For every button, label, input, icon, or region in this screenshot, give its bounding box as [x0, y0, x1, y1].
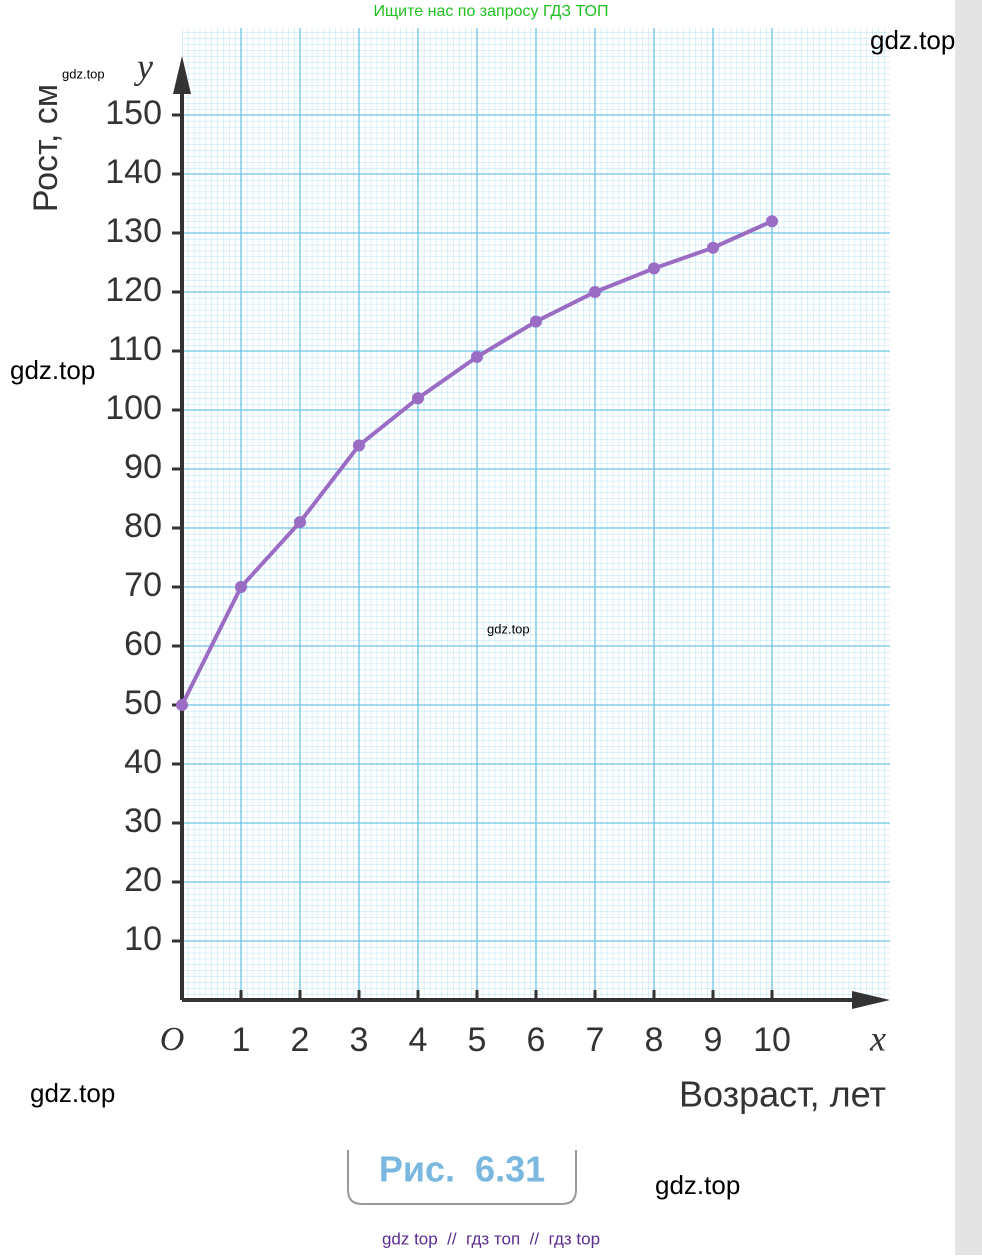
x-tick-label: 1 — [232, 1021, 251, 1059]
data-point — [471, 350, 483, 363]
y-axis-title: Рост, см — [27, 84, 65, 212]
watermark: gdz.top — [655, 1170, 740, 1200]
y-tick-label: 20 — [124, 861, 162, 899]
y-tick-label: 90 — [124, 448, 162, 486]
x-tick-label: 5 — [468, 1021, 487, 1059]
x-tick-label: 2 — [291, 1021, 310, 1059]
caption: Рис. 6.31 — [379, 1149, 545, 1190]
y-tick-label: 50 — [124, 684, 162, 722]
watermark: gdz.top — [62, 66, 105, 81]
y-tick-label: 30 — [124, 802, 162, 840]
x-tick-label: 4 — [409, 1021, 428, 1059]
data-point — [530, 315, 542, 328]
x-tick-label: 9 — [704, 1021, 723, 1059]
watermark: gdz.top — [870, 25, 955, 55]
data-point — [235, 581, 247, 593]
y-tick-label: 10 — [124, 920, 162, 958]
x-tick-label: 10 — [753, 1021, 791, 1059]
y-arrow — [173, 56, 191, 94]
watermark: gdz.top — [30, 1078, 115, 1108]
data-point — [766, 215, 778, 228]
y-tick-label: 60 — [124, 625, 162, 663]
x-axis-title: Возраст, лет — [679, 1074, 886, 1115]
y-tick-label: 150 — [105, 94, 162, 132]
y-tick-label: 130 — [105, 212, 162, 250]
y-tick-label: 40 — [124, 743, 162, 781]
x-tick-label: 8 — [645, 1021, 664, 1059]
y-tick-label: 110 — [108, 330, 162, 368]
x-arrow — [852, 991, 890, 1009]
data-point — [353, 439, 365, 452]
data-point — [707, 241, 719, 254]
search-hint: Ищите нас по запросу ГДЗ ТОП — [374, 3, 609, 20]
y-tick-label: 120 — [105, 271, 162, 309]
data-point — [294, 516, 306, 529]
footer: gdz top // гдз топ // гдз top — [382, 1229, 600, 1248]
x-tick-label: 3 — [350, 1021, 369, 1059]
data-point — [648, 262, 660, 275]
data-point — [589, 286, 601, 298]
y-tick-label: 100 — [105, 389, 162, 427]
caption-frame — [347, 1150, 577, 1205]
origin-label: O — [160, 1021, 185, 1058]
y-letter: y — [134, 46, 153, 86]
watermark: gdz.top — [487, 621, 530, 636]
watermark: gdz.top — [10, 355, 95, 385]
page-edge — [955, 0, 982, 1255]
y-tick-label: 140 — [105, 153, 162, 191]
data-point — [176, 699, 188, 711]
y-tick-label: 70 — [124, 566, 162, 604]
x-tick-label: 7 — [586, 1021, 605, 1059]
x-tick-label: 6 — [527, 1021, 546, 1059]
y-tick-label: 80 — [124, 507, 162, 545]
data-point — [412, 392, 424, 405]
x-letter: x — [869, 1018, 886, 1058]
